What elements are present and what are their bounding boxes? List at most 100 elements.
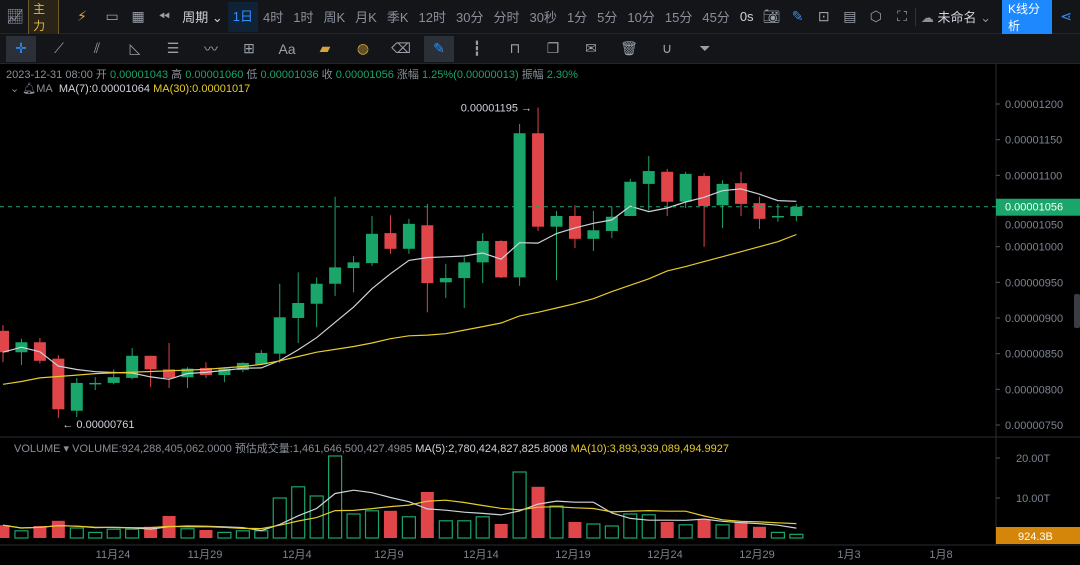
volume-bar [88, 531, 103, 539]
interval-tab[interactable]: 分时 [493, 10, 520, 25]
candle-up [716, 183, 729, 206]
volume-bar [549, 505, 564, 539]
price-tick-label: 0.00000950 [1005, 277, 1063, 289]
trash-icon[interactable]: 🗑︎ [620, 40, 638, 56]
low-marker: ← 0.00000761 [62, 419, 134, 431]
interval-tab[interactable]: 5分 [597, 10, 618, 25]
change-label: 涨幅 [396, 69, 419, 81]
volume-bar [420, 492, 434, 538]
candle-up [347, 262, 360, 269]
date-tick-label: 11月24 [96, 549, 131, 561]
grid-icon[interactable]: ▦ [131, 8, 145, 24]
volume-bar [33, 526, 47, 538]
interval-tab[interactable]: 季K [386, 10, 409, 25]
volume-bar [162, 516, 176, 538]
candle-down [33, 342, 46, 361]
interval-tab[interactable]: 10分 [627, 10, 655, 25]
volume-bar [254, 530, 269, 539]
triangle-icon[interactable]: ◺ [129, 40, 141, 56]
volume-tick-label: 20.00T [1016, 453, 1051, 465]
eraser-icon[interactable]: ⌫ [391, 40, 411, 56]
volume-bar [291, 486, 306, 539]
chart-type-icon[interactable]: 📈︎ [6, 8, 24, 24]
date-tick-label: 1月3 [837, 549, 860, 561]
indicator-template-icon[interactable]: ▤ [843, 8, 857, 24]
rewind-icon[interactable]: ⏪︎ [158, 8, 170, 24]
parallel-channel-icon[interactable]: ⫽ [93, 40, 101, 56]
interval-tab[interactable]: 30分 [455, 10, 484, 25]
share-icon[interactable]: ⋖ [1060, 8, 1073, 24]
volume-ma5: MA(5):2,780,424,827,825.8008 [415, 443, 568, 455]
date-tick-label: 12月9 [374, 549, 403, 561]
interval-tab[interactable]: 周K [323, 10, 346, 25]
add-window-icon[interactable]: ⊡ [817, 8, 830, 24]
candle-down [163, 369, 176, 378]
magnet-icon[interactable]: ∪ [661, 40, 673, 56]
lock-icon[interactable]: ⊓ [509, 40, 521, 56]
candle-down [753, 203, 766, 219]
dropdown-icon[interactable]: ▾ [63, 443, 70, 455]
horizontal-lines-icon[interactable]: ☰ [166, 40, 180, 56]
candle-down [735, 183, 747, 204]
interval-tab[interactable]: 45分 [702, 10, 730, 25]
date-tick-label: 12月14 [463, 549, 498, 561]
analysis-button[interactable]: K线分析 [1002, 0, 1053, 37]
trend-line-icon[interactable]: ⟋ [54, 40, 64, 56]
layout-name: 未命名 [937, 10, 977, 25]
volume-bar [106, 528, 121, 539]
candle-up [402, 223, 415, 249]
layout-dropdown[interactable]: ☁︎ 未命名 ⌄ [920, 10, 992, 25]
interval-tab[interactable]: 30秒 [529, 10, 557, 25]
bell-icon[interactable]: 🔔︎ [22, 83, 37, 95]
countdown: 0s [739, 9, 754, 24]
volume-bar [438, 520, 453, 539]
period-dropdown[interactable]: 周期 ⌄ [182, 10, 223, 25]
interval-tab[interactable]: 12时 [418, 10, 446, 25]
fullscreen-icon[interactable]: ⛶ [897, 8, 907, 24]
candle-date: 2023-12-31 08:00 [6, 69, 93, 81]
pencil-icon[interactable]: ✎ [791, 8, 804, 24]
volume-bar [309, 495, 324, 539]
collapse-icon[interactable]: ⌄ [10, 83, 20, 95]
candle-down [661, 171, 674, 202]
interval-tab[interactable]: 1日 [227, 1, 259, 32]
date-tick-label: 12月29 [739, 549, 774, 561]
close-label: 收 [321, 69, 333, 81]
layers-icon[interactable]: ❐ [546, 40, 560, 56]
interval-tab[interactable]: 1分 [566, 10, 588, 25]
top-toolbar: 📈︎ 主力 ⚡︎ ▭ ▦ ⏪︎ 周期 ⌄ 1日 4时 1时 周K 月K 季K 12时 30分分… [0, 0, 1080, 37]
note-icon[interactable]: ✉ [585, 40, 597, 56]
ma7-line [2, 188, 797, 380]
calendar-icon[interactable]: ▭ [105, 8, 119, 24]
filter-icon[interactable]: ⏷ [699, 40, 711, 56]
measure-gold-icon[interactable]: ◍ [356, 40, 370, 56]
interval-tab[interactable]: 15分 [664, 10, 693, 25]
lightning-icon[interactable]: ⚡︎ [77, 8, 87, 24]
volume-label: VOLUME [14, 443, 61, 455]
low-label: 低 [246, 69, 258, 81]
candle-down [0, 330, 9, 353]
camera-icon[interactable]: 📷︎ [762, 8, 781, 24]
volume-bar [125, 528, 140, 539]
volume-bar [69, 527, 84, 539]
crosshair-icon[interactable]: ✛ [6, 35, 36, 62]
ruler-gold-icon[interactable]: ▰ [319, 40, 331, 56]
candle-up [513, 133, 526, 278]
current-volume-label: 924.3B [1018, 531, 1053, 543]
candle-up [255, 352, 268, 365]
text-icon[interactable]: Aa [278, 40, 296, 57]
wave-icon[interactable]: 〰 [204, 40, 218, 57]
interval-tab[interactable]: 1时 [293, 10, 314, 25]
rectangle-icon[interactable]: ⊞ [243, 40, 255, 56]
volume-bar [697, 520, 711, 538]
price-tick-label: 0.00001000 [1005, 242, 1063, 254]
settings-icon[interactable]: ⬡ [869, 8, 883, 24]
ma-label: MA [36, 83, 53, 95]
candle-up [771, 215, 784, 218]
pen-icon[interactable]: ✎ [424, 35, 454, 62]
candle-icon[interactable]: ┇ [472, 40, 482, 56]
main-indicator-button[interactable]: 主力 [28, 0, 59, 35]
interval-tab[interactable]: 4时 [263, 10, 284, 25]
interval-tab[interactable]: 月K [355, 10, 377, 25]
volume-legend: VOLUME ▾ VOLUME:924,288,405,062.0000 预估成… [14, 440, 729, 456]
